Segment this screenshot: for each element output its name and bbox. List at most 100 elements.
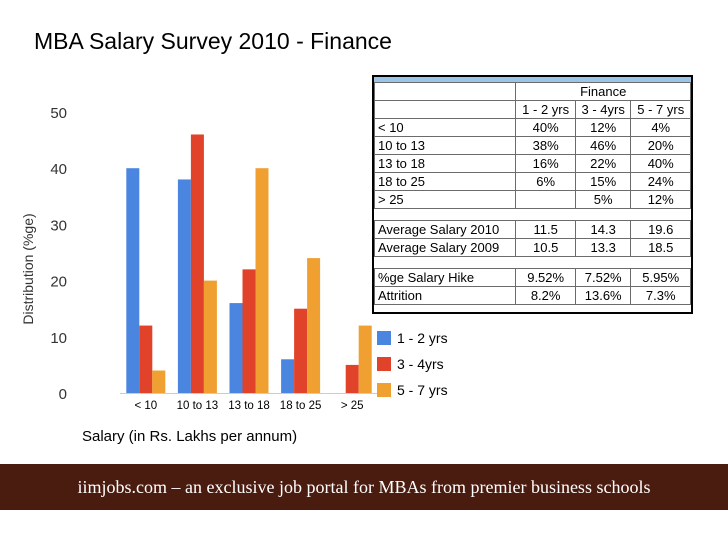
table-cell: 40%: [515, 118, 576, 137]
table-row: < 10 40% 12% 4%: [373, 118, 691, 137]
table-row: > 25 5% 12%: [373, 190, 691, 209]
table-cell: 13 to 18: [373, 154, 517, 173]
y-tick-label: 30: [50, 217, 67, 234]
table-cell: 20%: [630, 136, 691, 155]
bar: [294, 308, 308, 393]
bar: [190, 134, 204, 394]
table-cell: Average Salary 2009: [373, 238, 517, 257]
legend-label: 5 - 7 yrs: [397, 382, 448, 398]
bar: [345, 364, 359, 393]
table-cell: 4%: [630, 118, 691, 137]
table-cell: 18.5: [630, 238, 691, 257]
legend-swatch: [377, 357, 391, 371]
table-cell: [575, 256, 631, 269]
table-cell: 5 - 7 yrs: [630, 100, 691, 119]
table-row: [374, 256, 691, 269]
bar: [152, 370, 166, 393]
table-row: 10 to 13 38% 46% 20%: [373, 136, 691, 155]
table-row: [374, 208, 691, 221]
table-cell: 19.6: [630, 220, 691, 239]
table-cell: [374, 208, 516, 221]
table-cell: 16%: [515, 154, 576, 173]
y-tick-label: 50: [50, 105, 67, 122]
y-tick-label: 40: [50, 161, 67, 178]
finance-data-table: Finance 1 - 2 yrs 3 - 4yrs 5 - 7 yrs < 10 40%…: [372, 75, 693, 314]
bar: [242, 269, 256, 393]
x-tick-label: 10 to 13: [177, 400, 219, 412]
table-cell: 46%: [574, 136, 632, 155]
legend-label: 3 - 4yrs: [397, 356, 444, 372]
table-cell: 24%: [630, 172, 691, 191]
table-title: Finance: [515, 82, 691, 101]
table-cell: 14.3: [574, 220, 632, 239]
legend-swatch: [377, 383, 391, 397]
table-cell: [515, 190, 576, 209]
table-cell: 9.52%: [515, 268, 576, 287]
bar: [177, 179, 191, 393]
x-tick-label: 13 to 18: [228, 400, 270, 412]
bar: [139, 325, 153, 393]
bar: [255, 168, 269, 393]
table-title-row: Finance: [373, 82, 691, 101]
x-tick-label: 18 to 25: [280, 400, 322, 412]
table-cell: [515, 256, 576, 269]
table-cell: [374, 256, 516, 269]
table-cell: [373, 82, 517, 101]
table-cell: 6%: [515, 172, 576, 191]
bar: [358, 325, 372, 393]
x-tick-label: < 10: [134, 400, 157, 412]
table-cell: > 25: [373, 190, 517, 209]
table-cell: 7.3%: [630, 286, 691, 305]
x-axis-title: Salary (in Rs. Lakhs per annum): [82, 428, 297, 445]
table-cell: 5.95%: [630, 268, 691, 287]
table-cell: 40%: [630, 154, 691, 173]
y-tick-label: 0: [59, 386, 67, 403]
table-cell: 11.5: [515, 220, 576, 239]
bar: [281, 359, 295, 393]
table-row: %ge Salary Hike 9.52% 7.52% 5.95%: [373, 268, 691, 287]
table-cell: 22%: [574, 154, 632, 173]
table-cell: Attrition: [373, 286, 517, 305]
table-header-bar: [374, 77, 691, 82]
table-cell: [515, 208, 576, 221]
x-tick-label: > 25: [341, 400, 364, 412]
table-cell: 12%: [574, 118, 632, 137]
legend-label: 1 - 2 yrs: [397, 330, 448, 346]
table-cell: [575, 208, 631, 221]
legend-item: 3 - 4yrs: [377, 351, 448, 377]
table-cell: [373, 100, 517, 119]
table-cell: [630, 208, 691, 221]
table-cell: 10 to 13: [373, 136, 517, 155]
legend-item: 1 - 2 yrs: [377, 325, 448, 351]
bar-chart: 0 10 20 30 40 50 < 10 10 to 13 13 to 18 18 to 25 >…: [20, 105, 378, 445]
table-cell: 13.3: [574, 238, 632, 257]
slide-title: MBA Salary Survey 2010 - Finance: [34, 28, 392, 54]
table-cell: 3 - 4yrs: [574, 100, 632, 119]
table-cell: 13.6%: [574, 286, 632, 305]
table-row: Average Salary 2010 11.5 14.3 19.6: [373, 220, 691, 239]
table-cell: 15%: [574, 172, 632, 191]
legend-item: 5 - 7 yrs: [377, 377, 448, 403]
table-cell: 7.52%: [574, 268, 632, 287]
chart-legend: 1 - 2 yrs 3 - 4yrs 5 - 7 yrs: [377, 325, 448, 403]
table-row: 18 to 25 6% 15% 24%: [373, 172, 691, 191]
y-tick-label: 10: [50, 330, 67, 347]
table-cell: 38%: [515, 136, 576, 155]
table-cell: Average Salary 2010: [373, 220, 517, 239]
table-cell: 12%: [630, 190, 691, 209]
table-row: Average Salary 2009 10.5 13.3 18.5: [373, 238, 691, 257]
table-cell: 18 to 25: [373, 172, 517, 191]
table-row: 13 to 18 16% 22% 40%: [373, 154, 691, 173]
footer-banner: iimjobs.com – an exclusive job portal fo…: [0, 464, 728, 510]
table-row: 1 - 2 yrs 3 - 4yrs 5 - 7 yrs: [373, 100, 691, 119]
table-cell: 10.5: [515, 238, 576, 257]
table-row: Attrition 8.2% 13.6% 7.3%: [373, 286, 691, 305]
y-tick-label: 20: [50, 274, 67, 291]
legend-swatch: [377, 331, 391, 345]
y-axis-title: Distribution (%ge): [20, 213, 36, 324]
bar: [203, 280, 217, 393]
table-cell: 5%: [574, 190, 632, 209]
bar: [229, 303, 243, 393]
table-cell: < 10: [373, 118, 517, 137]
bar: [126, 168, 140, 393]
